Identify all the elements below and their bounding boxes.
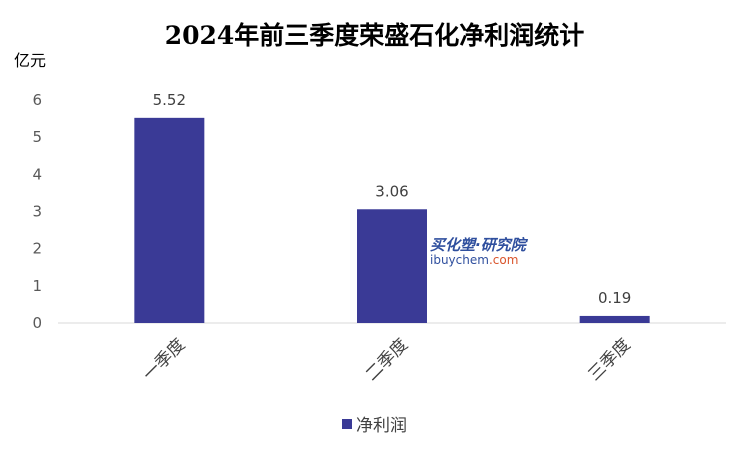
y-tick-label: 1 xyxy=(32,277,42,295)
category-labels: 一季度 二季度 三季度 xyxy=(139,335,635,385)
watermark-text-cn: 买化塑·研究院 xyxy=(430,236,526,254)
category-label-3: 三季度 xyxy=(584,335,634,385)
bars xyxy=(134,117,650,323)
watermark-text-en: ibuychem.com xyxy=(430,252,526,267)
chart-title: 2024年前三季度荣盛石化净利润统计 xyxy=(164,21,585,50)
bar-2 xyxy=(357,209,427,323)
y-axis-unit-label: 亿元 xyxy=(14,51,46,70)
data-label-2: 3.06 xyxy=(375,182,408,200)
legend: 净利润 xyxy=(0,411,749,436)
watermark-text-en-suffix: .com xyxy=(488,252,519,267)
data-labels: 5.52 3.06 0.19 xyxy=(153,91,632,307)
bar-3 xyxy=(579,315,650,323)
bar-1 xyxy=(134,117,205,323)
y-tick-label: 3 xyxy=(32,203,42,221)
y-tick-label: 2 xyxy=(32,240,42,258)
y-axis-ticks: 0 1 2 3 4 5 6 xyxy=(32,91,42,332)
category-label-2: 二季度 xyxy=(362,335,412,385)
data-label-1: 5.52 xyxy=(153,91,186,109)
data-label-3: 0.19 xyxy=(598,289,631,307)
category-label-1: 一季度 xyxy=(139,335,189,385)
y-tick-label: 0 xyxy=(32,314,42,332)
legend-swatch xyxy=(342,418,352,429)
y-tick-label: 6 xyxy=(32,91,42,109)
y-tick-label: 5 xyxy=(32,128,42,146)
legend-label: 净利润 xyxy=(356,416,407,436)
watermark-logo: 买化塑·研究院 ibuychem.com xyxy=(430,236,526,267)
watermark-text-en-main: ibuychem xyxy=(430,252,489,267)
y-tick-label: 4 xyxy=(32,165,42,183)
